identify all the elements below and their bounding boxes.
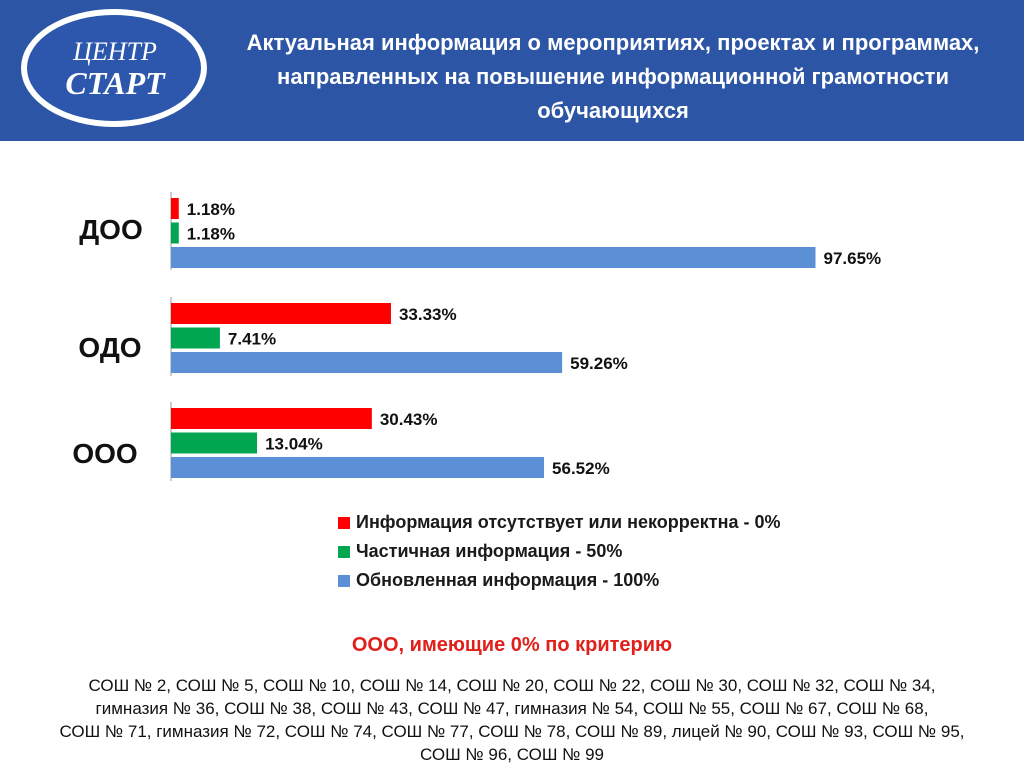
bar-data-label: 97.65% bbox=[823, 249, 881, 268]
criteria-subtitle: ООО, имеющие 0% по критерию bbox=[351, 634, 673, 656]
centr-start-logo: ЦЕНТР СТАРТ bbox=[21, 9, 207, 127]
legend-swatch bbox=[338, 574, 350, 587]
legend-swatch bbox=[338, 545, 350, 558]
legend-swatch bbox=[338, 516, 350, 529]
bar bbox=[171, 352, 563, 373]
legend-entry: Обновленная информация - 100% bbox=[338, 566, 781, 595]
bar bbox=[171, 222, 179, 244]
bar bbox=[171, 303, 391, 324]
legend-entry: Частичная информация - 50% bbox=[338, 537, 781, 566]
legend-entry: Информация отсутствует или некорректна -… bbox=[338, 508, 781, 537]
page-title: Актуальная информация о мероприятиях, пр… bbox=[246, 30, 980, 123]
category-label: ДОО bbox=[79, 214, 143, 245]
bar bbox=[171, 408, 372, 429]
bar-chart: ДОО 1.18% 1.18% 97.65% ОДО 33.33% 7.41% 59.26% О… bbox=[72, 192, 881, 481]
school-list: СОШ № 2, СОШ № 5, СОШ № 10, СОШ № 14, СО… bbox=[24, 674, 1000, 766]
bar-data-label: 30.43% bbox=[380, 410, 438, 429]
legend-label: Частичная информация - 50% bbox=[356, 541, 623, 561]
bar-data-label: 33.33% bbox=[399, 305, 457, 324]
legend-label: Обновленная информация - 100% bbox=[356, 570, 660, 590]
bar bbox=[171, 247, 816, 268]
bar bbox=[171, 432, 258, 454]
bar-data-label: 7.41% bbox=[228, 330, 276, 349]
header-banner: ЦЕНТР СТАРТ Актуальная информация о меро… bbox=[0, 0, 1024, 141]
bar-data-label: 13.04% bbox=[265, 435, 323, 454]
category-label: ОДО bbox=[78, 332, 141, 363]
logo-text-centr: ЦЕНТР bbox=[72, 37, 157, 66]
school-list-line: гимназия № 36, СОШ № 38, СОШ № 43, СОШ №… bbox=[95, 699, 929, 718]
logo-text-start: СТАРТ bbox=[65, 65, 166, 101]
bar-data-label: 1.18% bbox=[187, 200, 235, 219]
category-label: ООО bbox=[72, 438, 137, 469]
bar bbox=[171, 327, 220, 349]
chart-legend: Информация отсутствует или некорректна -… bbox=[338, 508, 781, 595]
bar bbox=[171, 198, 179, 219]
bar-data-label: 56.52% bbox=[552, 459, 610, 478]
school-list-line: СОШ № 71, гимназия № 72, СОШ № 74, СОШ №… bbox=[59, 722, 965, 741]
school-list-line: СОШ № 96, СОШ № 99 bbox=[419, 745, 605, 764]
legend-label: Информация отсутствует или некорректна -… bbox=[356, 512, 781, 532]
bar bbox=[171, 457, 545, 478]
bar-data-label: 59.26% bbox=[570, 354, 628, 373]
bar-data-label: 1.18% bbox=[187, 225, 235, 244]
school-list-line: СОШ № 2, СОШ № 5, СОШ № 10, СОШ № 14, СО… bbox=[88, 676, 936, 695]
